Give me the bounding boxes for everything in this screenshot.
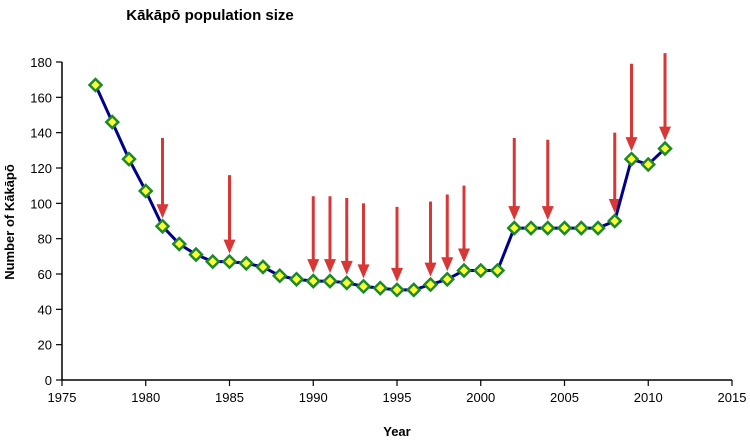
y-tick-label: 160	[30, 90, 52, 105]
data-point	[338, 275, 355, 291]
data-point	[121, 151, 137, 167]
x-tick-label: 2005	[550, 390, 579, 405]
y-tick-label: 60	[38, 267, 52, 282]
arrow-head	[541, 206, 554, 221]
arrow-head	[357, 264, 370, 279]
arrow-head	[508, 206, 521, 221]
arrow-head	[307, 259, 320, 274]
x-tick-label: 2015	[718, 390, 747, 405]
x-tick-label: 1980	[131, 390, 160, 405]
data-point	[456, 262, 472, 279]
arrow-head	[458, 248, 470, 263]
arrow-head	[324, 259, 336, 274]
data-point	[372, 280, 389, 296]
y-tick-label: 120	[30, 161, 52, 176]
y-tick-label: 180	[30, 55, 52, 70]
data-point	[657, 140, 673, 157]
data-point	[104, 114, 121, 130]
data-point	[204, 253, 221, 270]
y-tick-label: 100	[30, 196, 52, 211]
x-tick-label: 1985	[215, 390, 244, 405]
data-point	[322, 273, 338, 289]
data-point	[405, 282, 422, 298]
arrow-head	[223, 239, 236, 254]
y-tick-label: 80	[38, 232, 52, 247]
y-tick-label: 140	[30, 126, 52, 141]
data-point	[221, 253, 238, 270]
data-point	[288, 271, 305, 288]
x-tick-label: 2010	[634, 390, 663, 405]
arrow-head	[625, 137, 638, 152]
y-tick-label: 0	[45, 373, 52, 388]
arrow-head	[608, 199, 621, 213]
data-point	[171, 236, 188, 252]
x-tick-label: 1995	[383, 390, 412, 405]
data-point	[556, 220, 573, 236]
data-point	[188, 246, 204, 263]
data-point	[640, 156, 657, 173]
data-point	[137, 183, 154, 199]
population-line	[94, 84, 667, 292]
arrow-head	[441, 257, 454, 272]
data-point	[389, 282, 405, 298]
data-point	[606, 213, 623, 229]
data-point	[355, 278, 372, 295]
arrow-head	[659, 126, 671, 141]
data-point	[238, 255, 255, 272]
data-point	[523, 220, 539, 236]
chart-title: Kākāpō population size	[126, 7, 294, 24]
y-axis-label: Number of Kākāpō	[2, 164, 17, 280]
arrow-head	[391, 267, 403, 282]
data-point	[439, 271, 456, 288]
data-point	[539, 220, 556, 236]
arrow-head	[340, 260, 353, 275]
data-point	[154, 218, 171, 235]
x-tick-label: 2000	[466, 390, 495, 405]
data-point	[590, 220, 606, 236]
data-point	[305, 273, 322, 289]
x-tick-label: 1990	[299, 390, 328, 405]
y-tick-label: 40	[38, 302, 52, 317]
y-tick-label: 20	[38, 338, 52, 353]
data-point	[506, 220, 523, 236]
x-tick-label: 1975	[48, 390, 77, 405]
arrow-head	[424, 262, 437, 277]
data-point	[255, 259, 271, 275]
data-point	[623, 151, 640, 167]
x-axis-label: Year	[383, 424, 410, 439]
data-point	[271, 267, 288, 284]
data-point	[489, 262, 506, 279]
data-point	[87, 77, 104, 93]
data-point	[422, 276, 439, 293]
data-point	[573, 220, 590, 236]
arrow-head	[156, 204, 169, 219]
data-point	[472, 262, 489, 279]
